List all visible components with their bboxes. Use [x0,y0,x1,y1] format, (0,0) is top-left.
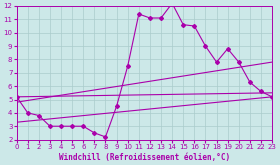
X-axis label: Windchill (Refroidissement éolien,°C): Windchill (Refroidissement éolien,°C) [59,152,230,162]
